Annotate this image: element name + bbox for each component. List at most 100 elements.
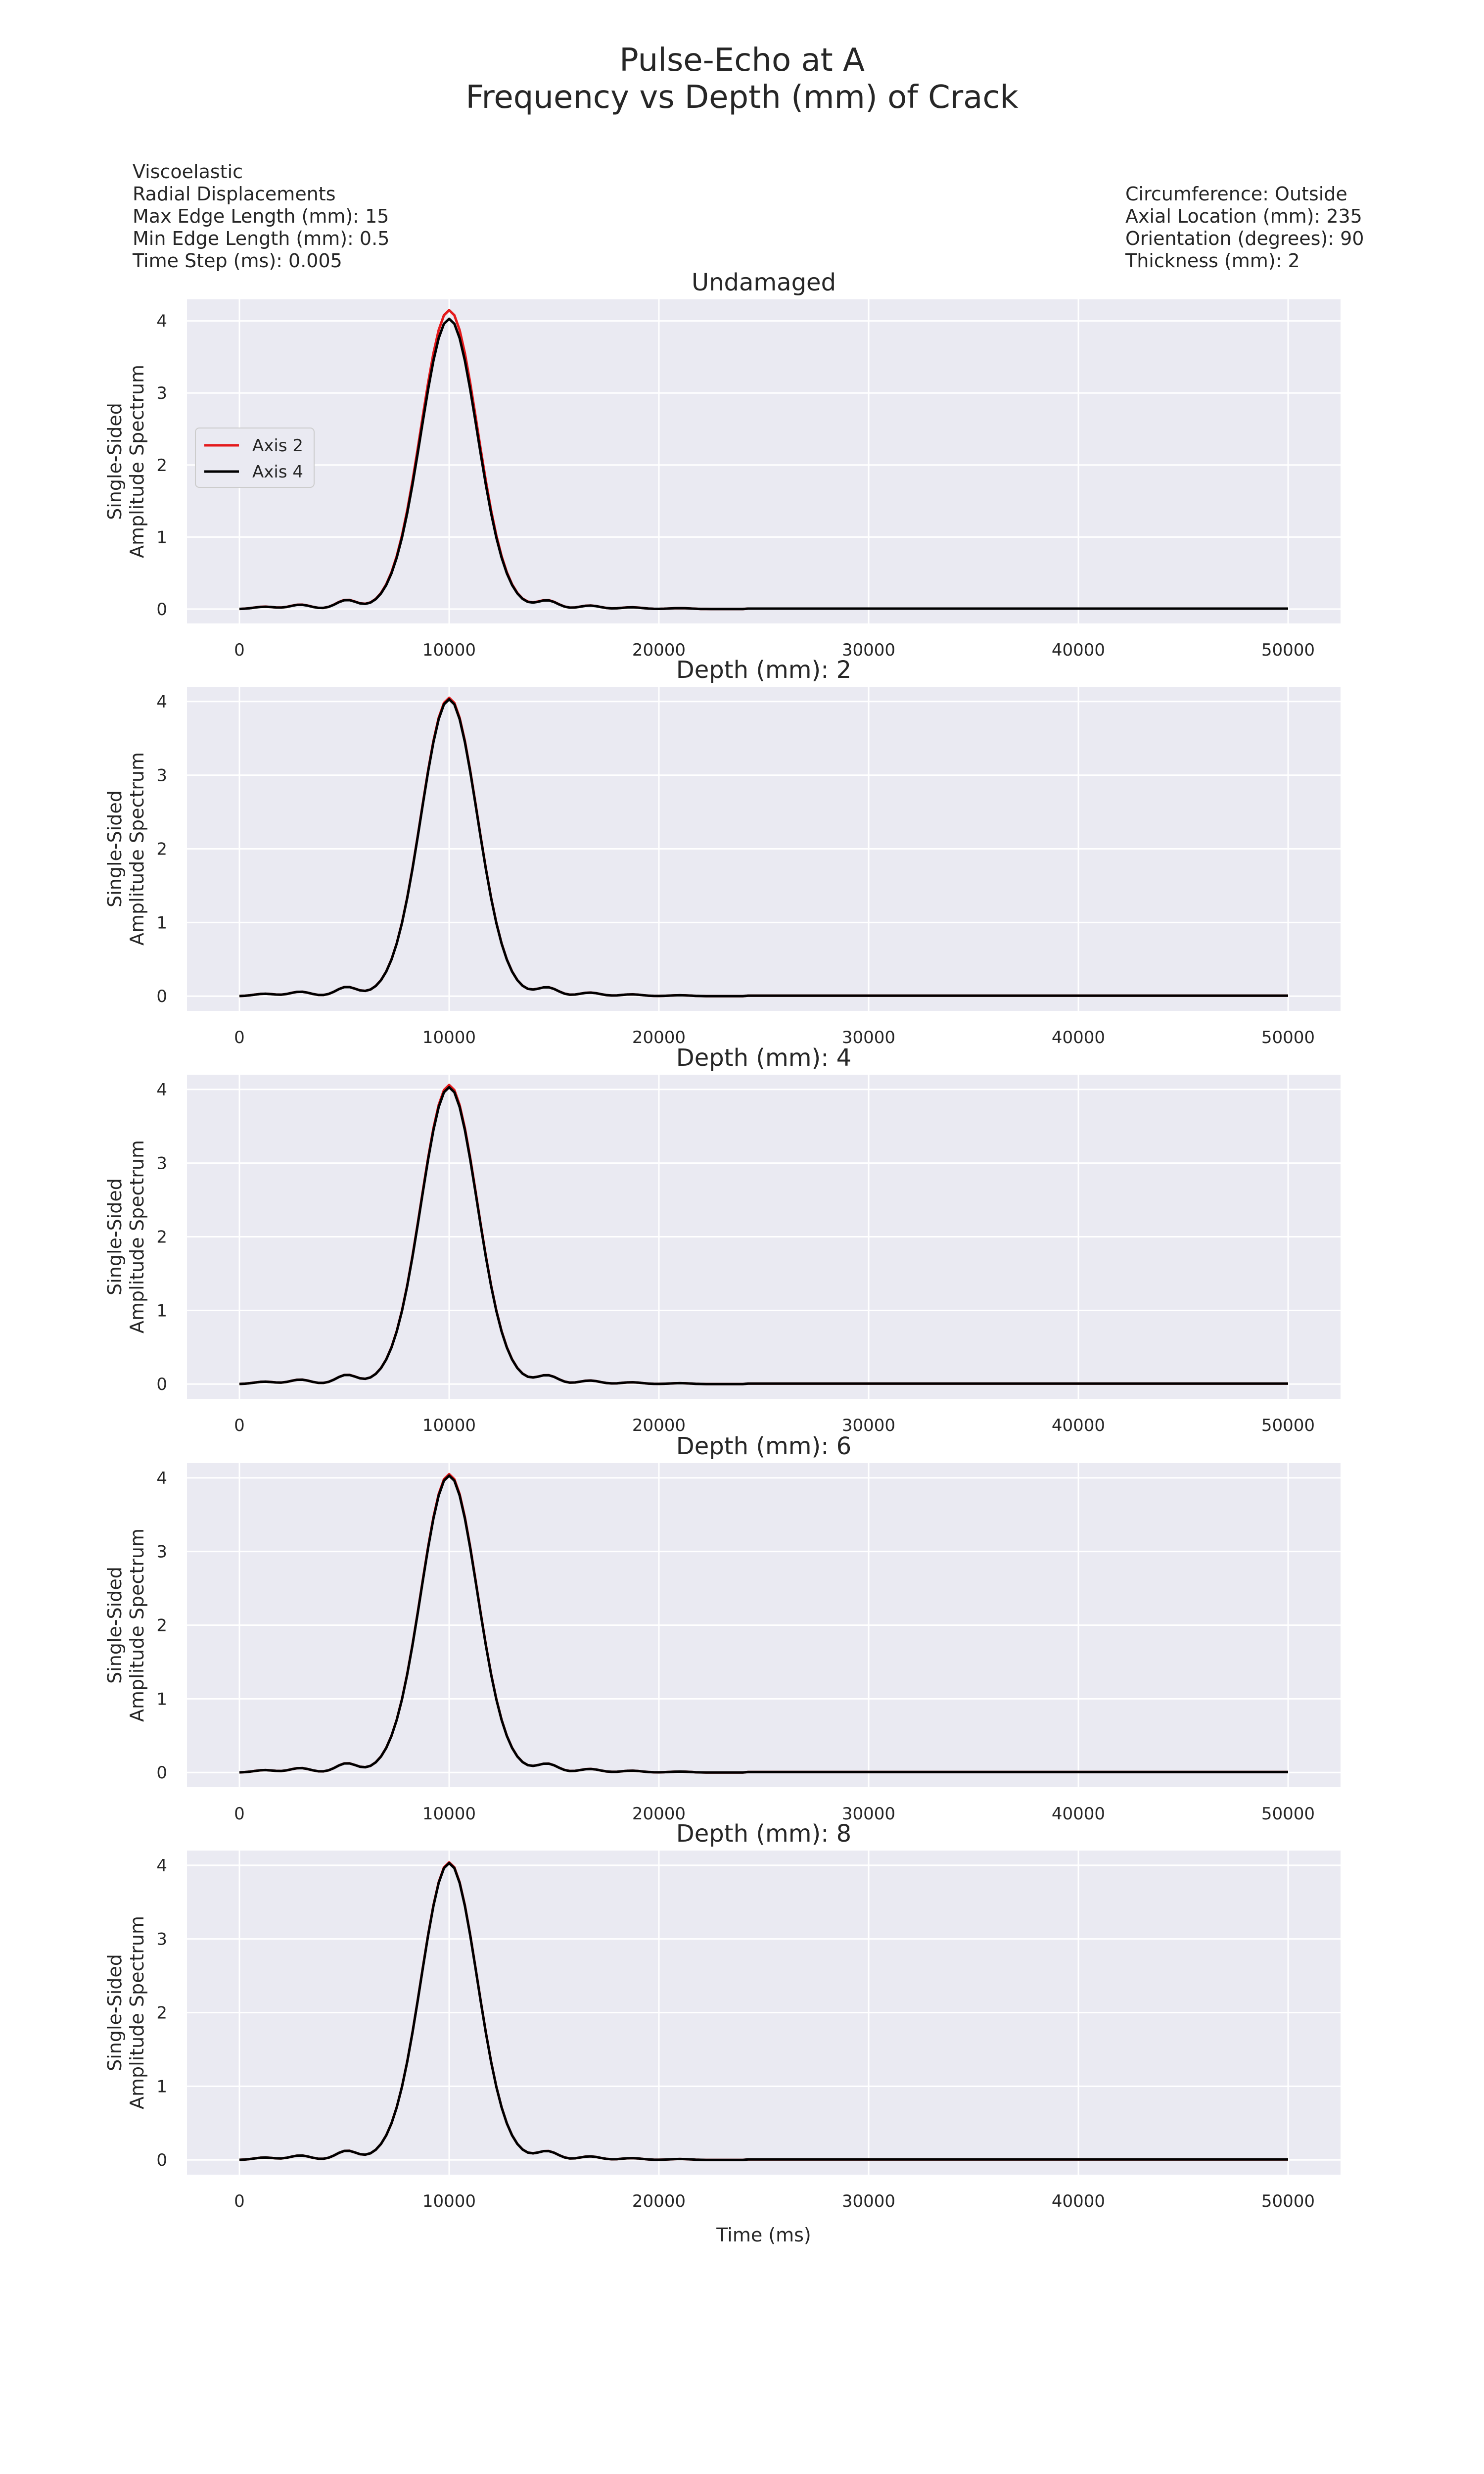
x-tick-label: 20000	[632, 1028, 686, 1047]
chart-panel-2: 0 10000 20000 30000 40000 50000 0 1 2 3 4 Depth (mm…	[104, 656, 1341, 1047]
y-axis-label: Amplitude Spectrum	[126, 365, 148, 558]
info-right-line: Axial Location (mm): 235	[1125, 205, 1362, 227]
x-tick-label: 20000	[632, 1416, 686, 1435]
info-left-line: Radial Displacements	[133, 183, 336, 205]
y-tick-label: 0	[156, 600, 167, 619]
x-tick-label: 50000	[1261, 2191, 1315, 2211]
series-line-axis-4	[239, 1086, 1288, 1385]
x-tick-label: 30000	[842, 2191, 895, 2211]
y-axis-label: Single-Sided	[104, 1567, 126, 1684]
y-tick-label: 3	[156, 383, 167, 403]
x-tick-label: 20000	[632, 1804, 686, 1824]
chart-title: Depth (mm): 2	[676, 656, 851, 684]
chart-title: Undamaged	[692, 269, 836, 296]
x-tick-label: 20000	[632, 640, 686, 660]
y-tick-label: 1	[156, 2077, 167, 2096]
info-left-line: Time Step (ms): 0.005	[133, 250, 342, 272]
y-tick-label: 4	[156, 1080, 167, 1100]
series-line-axis-4	[239, 1861, 1288, 2161]
info-right-line: Circumference: Outside	[1125, 183, 1347, 205]
legend-label: Axis 4	[252, 462, 303, 482]
x-tick-label: 0	[234, 1804, 245, 1824]
chart-title: Depth (mm): 6	[676, 1432, 851, 1460]
info-left-line: Viscoelastic	[133, 161, 243, 183]
y-tick-label: 2	[156, 1228, 167, 1247]
x-tick-label: 30000	[842, 1416, 895, 1435]
x-tick-label: 50000	[1261, 1028, 1315, 1047]
y-tick-label: 3	[156, 1154, 167, 1174]
chart-title: Depth (mm): 8	[676, 1820, 851, 1848]
x-tick-label: 10000	[422, 1804, 476, 1824]
x-tick-label: 50000	[1261, 1416, 1315, 1435]
info-left: Viscoelastic Radial Displacements Max Ed…	[133, 161, 389, 272]
x-tick-label: 40000	[1052, 640, 1105, 660]
info-left-line: Max Edge Length (mm): 15	[133, 205, 389, 227]
y-tick-label: 3	[156, 766, 167, 786]
x-tick-label: 10000	[422, 640, 476, 660]
x-tick-label: 50000	[1261, 1804, 1315, 1824]
y-axis-label: Single-Sided	[104, 1178, 126, 1295]
x-tick-label: 20000	[632, 2191, 686, 2211]
y-tick-label: 3	[156, 1542, 167, 1562]
y-tick-label: 0	[156, 2150, 167, 2170]
x-tick-label: 0	[234, 1416, 245, 1435]
y-tick-label: 3	[156, 1930, 167, 1950]
y-tick-label: 4	[156, 692, 167, 712]
y-tick-label: 2	[156, 456, 167, 476]
x-tick-label: 10000	[422, 1028, 476, 1047]
y-tick-label: 4	[156, 312, 167, 332]
y-tick-label: 1	[156, 527, 167, 547]
info-left-line: Min Edge Length (mm): 0.5	[133, 228, 390, 249]
x-tick-label: 0	[234, 1028, 245, 1047]
y-tick-label: 2	[156, 1616, 167, 1636]
legend-label: Axis 2	[252, 436, 303, 456]
info-right-line: Thickness (mm): 2	[1125, 250, 1300, 272]
x-tick-label: 0	[234, 640, 245, 660]
series-line-axis-4	[239, 317, 1288, 611]
x-tick-label: 40000	[1052, 2191, 1105, 2211]
y-axis-label: Single-Sided	[104, 790, 126, 907]
y-tick-label: 2	[156, 840, 167, 859]
y-tick-label: 2	[156, 2003, 167, 2023]
info-right: Circumference: Outside Axial Location (m…	[1125, 183, 1364, 272]
x-tick-label: 50000	[1261, 640, 1315, 660]
y-axis-label: Single-Sided	[104, 1954, 126, 2071]
figure-title-line-2: Frequency vs Depth (mm) of Crack	[465, 79, 1019, 116]
y-axis-label: Single-Sided	[104, 403, 126, 520]
y-axis-label: Amplitude Spectrum	[126, 1140, 148, 1333]
chart-panel-3: 0 10000 20000 30000 40000 50000 0 1 2 3 4 Depth (mm…	[104, 1044, 1341, 1435]
legend: Axis 2 Axis 4	[195, 428, 315, 488]
x-tick-label: 30000	[842, 640, 895, 660]
y-axis-label: Amplitude Spectrum	[126, 1528, 148, 1722]
x-tick-label: 0	[234, 2191, 245, 2211]
y-tick-label: 0	[156, 987, 167, 1006]
figure-title-line-1: Pulse-Echo at A	[619, 42, 865, 79]
y-axis-label: Amplitude Spectrum	[126, 1916, 148, 2109]
x-tick-label: 10000	[422, 1416, 476, 1435]
x-tick-label: 40000	[1052, 1804, 1105, 1824]
y-tick-label: 1	[156, 1301, 167, 1321]
y-tick-label: 1	[156, 913, 167, 933]
x-tick-label: 30000	[842, 1804, 895, 1824]
y-axis-label: Amplitude Spectrum	[126, 752, 148, 946]
x-tick-label: 10000	[422, 2191, 476, 2211]
series-line-axis-4	[239, 1474, 1288, 1774]
y-tick-label: 0	[156, 1763, 167, 1783]
y-tick-label: 4	[156, 1469, 167, 1488]
chart-panel-5: 0 10000 20000 30000 40000 50000 0 1 2 3 4 Depth (mm…	[104, 1820, 1341, 2246]
chart-panel-4: 0 10000 20000 30000 40000 50000 0 1 2 3 4 Depth (mm…	[104, 1432, 1341, 1824]
y-tick-label: 0	[156, 1375, 167, 1394]
plot-area	[187, 299, 1341, 623]
x-tick-label: 30000	[842, 1028, 895, 1047]
chart-panel-1: 0 10000 20000 30000 40000 50000 0 1 2 3 4 Undamaged…	[104, 269, 1341, 660]
x-axis-label: Time (ms)	[716, 2224, 811, 2246]
x-tick-label: 40000	[1052, 1416, 1105, 1435]
y-tick-label: 1	[156, 1689, 167, 1709]
info-right-line: Orientation (degrees): 90	[1125, 228, 1364, 249]
y-tick-label: 4	[156, 1856, 167, 1876]
series-line-axis-4	[239, 698, 1288, 998]
chart-title: Depth (mm): 4	[676, 1044, 851, 1072]
x-tick-label: 40000	[1052, 1028, 1105, 1047]
